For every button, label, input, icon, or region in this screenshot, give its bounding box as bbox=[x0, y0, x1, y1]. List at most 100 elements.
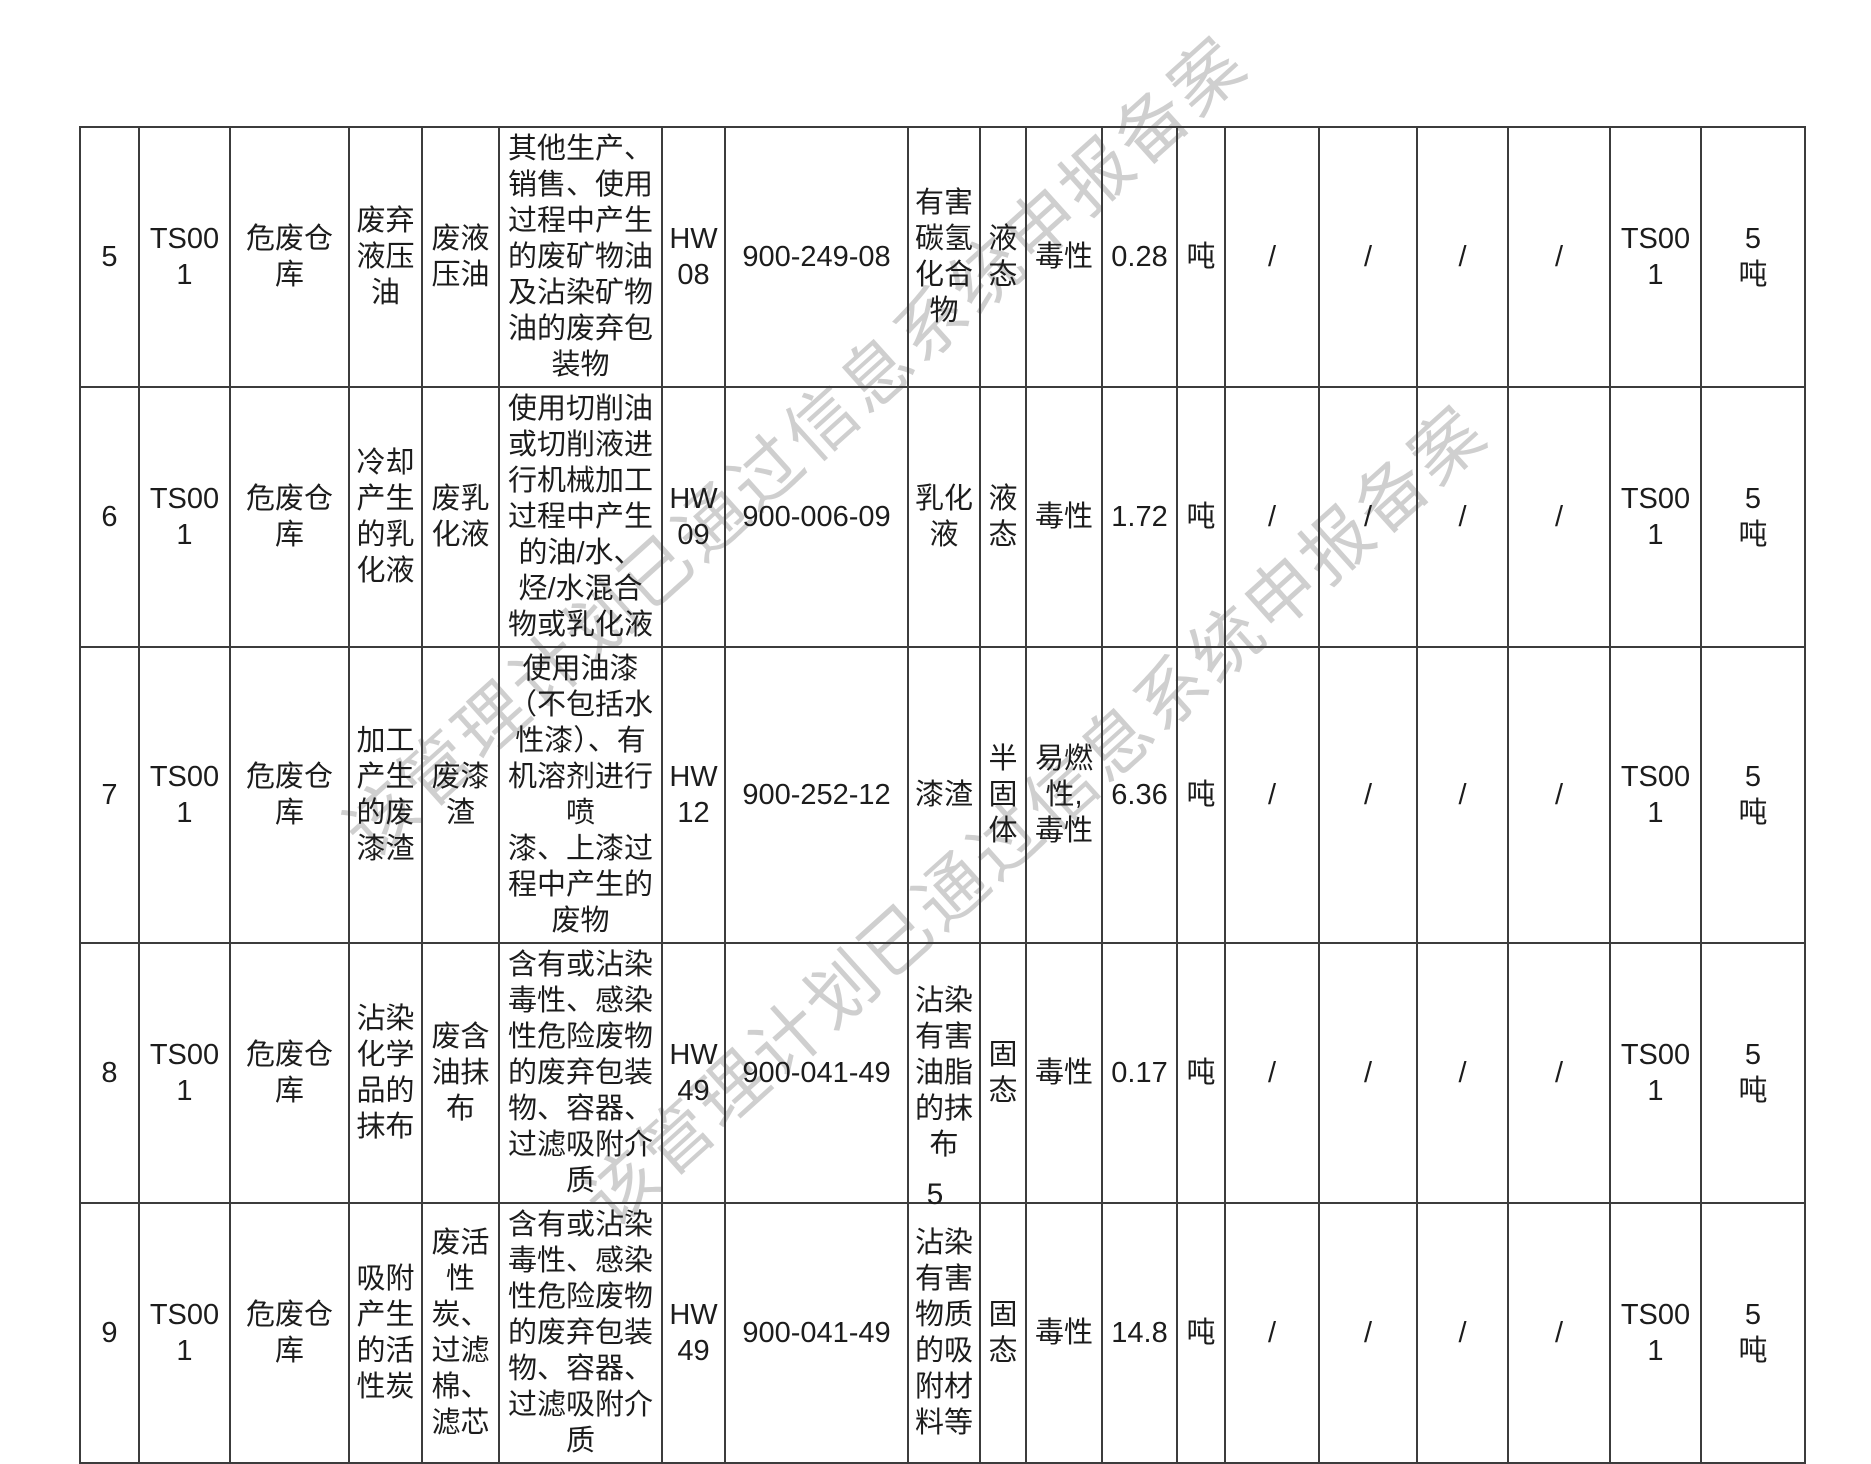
cell-waste-name: 冷却产生的乳化液 bbox=[348, 386, 423, 648]
cell-storage-capacity: 5 吨 bbox=[1700, 942, 1806, 1204]
cell-hazard-traits: 毒性 bbox=[1025, 942, 1103, 1204]
table-row: 5 TS001 危废仓库 废弃液压油 废液压油 其他生产、销售、使用过程中产生的… bbox=[79, 126, 1806, 388]
cell-unit: 吨 bbox=[1176, 1202, 1226, 1464]
cell-storage-capacity: 5 吨 bbox=[1700, 126, 1806, 388]
cell-physical-state: 半固体 bbox=[979, 646, 1027, 944]
cell-warehouse: 危废仓库 bbox=[229, 646, 350, 944]
cell-slash: / bbox=[1507, 386, 1611, 648]
cell-quantity: 6.36 bbox=[1101, 646, 1178, 944]
table-row: 8 TS001 危废仓库 沾染化学品的抹布 废含油抹布 含有或沾染毒性、感染性危… bbox=[79, 942, 1806, 1204]
cell-serial-number: 9 bbox=[79, 1202, 140, 1464]
cell-physical-state: 固态 bbox=[979, 1202, 1027, 1464]
cell-hazard-traits: 易燃性,毒性 bbox=[1025, 646, 1103, 944]
cell-serial-number: 6 bbox=[79, 386, 140, 648]
cell-waste-code: 900-041-49 bbox=[724, 942, 909, 1204]
cell-waste-code: 900-249-08 bbox=[724, 126, 909, 388]
cell-waste-alias: 废含油抹布 bbox=[421, 942, 500, 1204]
cell-slash: / bbox=[1318, 1202, 1418, 1464]
cell-slash: / bbox=[1507, 126, 1611, 388]
cell-facility-code: TS001 bbox=[138, 646, 231, 944]
cell-unit: 吨 bbox=[1176, 126, 1226, 388]
cell-facility-code: TS001 bbox=[138, 386, 231, 648]
cell-slash: / bbox=[1416, 126, 1509, 388]
cell-waste-code: 900-041-49 bbox=[724, 1202, 909, 1464]
cell-hazard-traits: 毒性 bbox=[1025, 386, 1103, 648]
cell-storage-capacity: 5 吨 bbox=[1700, 1202, 1806, 1464]
cell-harmful-component: 乳化液 bbox=[907, 386, 981, 648]
cell-quantity: 0.28 bbox=[1101, 126, 1178, 388]
cell-waste-name: 加工产生的废漆渣 bbox=[348, 646, 423, 944]
cell-quantity: 1.72 bbox=[1101, 386, 1178, 648]
cell-slash: / bbox=[1416, 1202, 1509, 1464]
cell-serial-number: 7 bbox=[79, 646, 140, 944]
hazardous-waste-table: 5 TS001 危废仓库 废弃液压油 废液压油 其他生产、销售、使用过程中产生的… bbox=[79, 126, 1806, 1464]
cell-facility-code: TS001 bbox=[138, 1202, 231, 1464]
cell-storage-code: TS001 bbox=[1609, 386, 1702, 648]
cell-hw-category: HW 12 bbox=[661, 646, 726, 944]
cell-warehouse: 危废仓库 bbox=[229, 942, 350, 1204]
cell-slash: / bbox=[1318, 126, 1418, 388]
cell-hw-category: HW 08 bbox=[661, 126, 726, 388]
cell-slash: / bbox=[1224, 942, 1320, 1204]
table-row: 6 TS001 危废仓库 冷却产生的乳化液 废乳化液 使用切削油或切削液进行机械… bbox=[79, 386, 1806, 648]
cell-slash: / bbox=[1318, 646, 1418, 944]
cell-unit: 吨 bbox=[1176, 646, 1226, 944]
cell-hw-category: HW 49 bbox=[661, 942, 726, 1204]
cell-storage-capacity: 5 吨 bbox=[1700, 386, 1806, 648]
cell-waste-alias: 废漆渣 bbox=[421, 646, 500, 944]
cell-source-description: 使用油漆（不包括水性漆）、有机溶剂进行喷 漆、上漆过程中产生的废物 bbox=[498, 646, 663, 944]
cell-hw-category: HW 49 bbox=[661, 1202, 726, 1464]
cell-storage-capacity: 5 吨 bbox=[1700, 646, 1806, 944]
cell-quantity: 0.17 bbox=[1101, 942, 1178, 1204]
cell-harmful-component: 沾染有害物质的吸附材料等 bbox=[907, 1202, 981, 1464]
cell-unit: 吨 bbox=[1176, 942, 1226, 1204]
cell-slash: / bbox=[1224, 126, 1320, 388]
page-number: 5 bbox=[926, 1178, 944, 1211]
cell-hazard-traits: 毒性 bbox=[1025, 126, 1103, 388]
cell-slash: / bbox=[1507, 1202, 1611, 1464]
cell-physical-state: 液态 bbox=[979, 386, 1027, 648]
cell-storage-code: TS001 bbox=[1609, 942, 1702, 1204]
cell-harmful-component: 沾染有害油脂的抹布 bbox=[907, 942, 981, 1204]
cell-source-description: 使用切削油或切削液进行机械加工过程中产生 的油/水、烃/水混合物或乳化液 bbox=[498, 386, 663, 648]
cell-waste-alias: 废乳化液 bbox=[421, 386, 500, 648]
cell-slash: / bbox=[1416, 386, 1509, 648]
cell-waste-alias: 废活性炭、过滤棉、滤芯 bbox=[421, 1202, 500, 1464]
cell-harmful-component: 有害碳氢化合物 bbox=[907, 126, 981, 388]
cell-waste-alias: 废液压油 bbox=[421, 126, 500, 388]
cell-source-description: 含有或沾染毒性、感染性危险废物的废弃包装 物、容器、过滤吸附介质 bbox=[498, 1202, 663, 1464]
cell-physical-state: 液态 bbox=[979, 126, 1027, 388]
cell-waste-name: 废弃液压油 bbox=[348, 126, 423, 388]
cell-serial-number: 5 bbox=[79, 126, 140, 388]
cell-slash: / bbox=[1318, 942, 1418, 1204]
cell-waste-code: 900-252-12 bbox=[724, 646, 909, 944]
table-row: 7 TS001 危废仓库 加工产生的废漆渣 废漆渣 使用油漆（不包括水性漆）、有… bbox=[79, 646, 1806, 944]
cell-slash: / bbox=[1416, 942, 1509, 1204]
cell-storage-code: TS001 bbox=[1609, 1202, 1702, 1464]
cell-storage-code: TS001 bbox=[1609, 126, 1702, 388]
cell-warehouse: 危废仓库 bbox=[229, 126, 350, 388]
cell-slash: / bbox=[1224, 1202, 1320, 1464]
cell-physical-state: 固态 bbox=[979, 942, 1027, 1204]
cell-source-description: 其他生产、销售、使用过程中产生的废矿物油 及沾染矿物油的废弃包装物 bbox=[498, 126, 663, 388]
cell-warehouse: 危废仓库 bbox=[229, 1202, 350, 1464]
cell-slash: / bbox=[1224, 386, 1320, 648]
cell-harmful-component: 漆渣 bbox=[907, 646, 981, 944]
cell-waste-name: 吸附产生的活性炭 bbox=[348, 1202, 423, 1464]
cell-unit: 吨 bbox=[1176, 386, 1226, 648]
cell-warehouse: 危废仓库 bbox=[229, 386, 350, 648]
cell-waste-code: 900-006-09 bbox=[724, 386, 909, 648]
cell-quantity: 14.8 bbox=[1101, 1202, 1178, 1464]
cell-slash: / bbox=[1507, 942, 1611, 1204]
cell-waste-name: 沾染化学品的抹布 bbox=[348, 942, 423, 1204]
cell-slash: / bbox=[1416, 646, 1509, 944]
cell-storage-code: TS001 bbox=[1609, 646, 1702, 944]
cell-facility-code: TS001 bbox=[138, 942, 231, 1204]
cell-slash: / bbox=[1224, 646, 1320, 944]
cell-hazard-traits: 毒性 bbox=[1025, 1202, 1103, 1464]
cell-facility-code: TS001 bbox=[138, 126, 231, 388]
cell-hw-category: HW 09 bbox=[661, 386, 726, 648]
cell-serial-number: 8 bbox=[79, 942, 140, 1204]
cell-source-description: 含有或沾染毒性、感染性危险废物的废弃包装 物、容器、过滤吸附介质 bbox=[498, 942, 663, 1204]
cell-slash: / bbox=[1507, 646, 1611, 944]
